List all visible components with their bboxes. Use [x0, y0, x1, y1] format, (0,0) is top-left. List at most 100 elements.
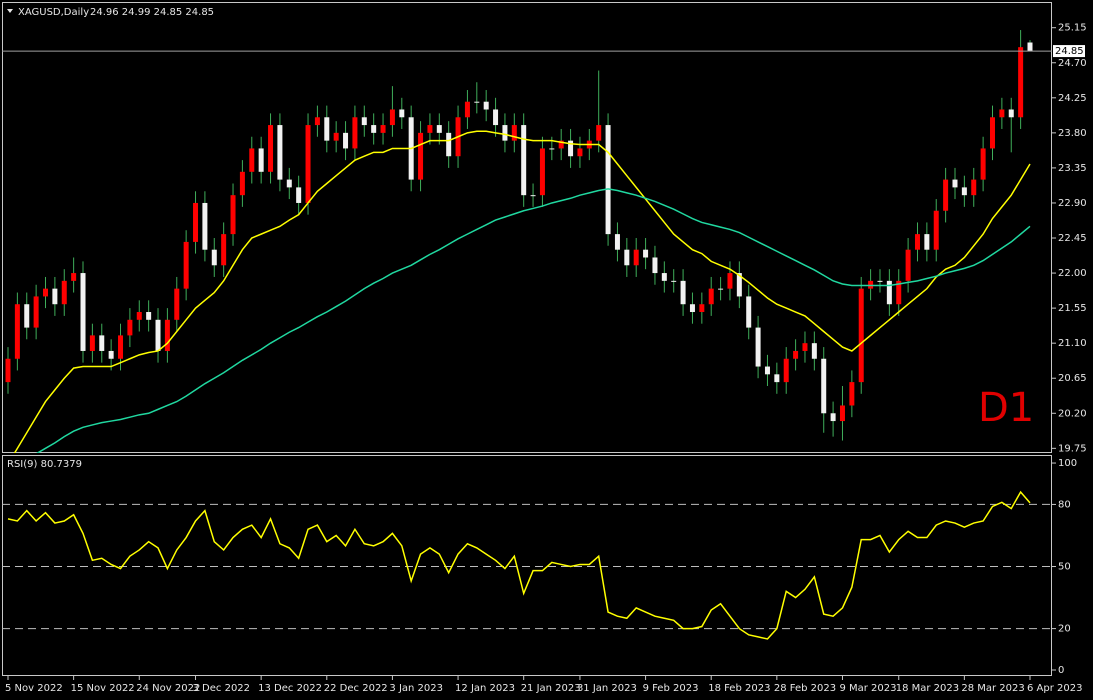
x-tick-label: 15 Nov 2022	[71, 683, 135, 694]
candle-body	[221, 234, 227, 266]
candle-body	[371, 125, 377, 133]
candle-body	[493, 109, 499, 126]
candle-body	[118, 335, 124, 359]
candle-body	[999, 109, 1005, 118]
candle-body	[539, 148, 545, 196]
candle-body	[605, 125, 611, 235]
candle-body	[314, 117, 320, 126]
candle-body	[596, 125, 602, 141]
y-tick-label: 22.00	[1058, 268, 1087, 279]
candle-body	[202, 202, 208, 250]
candle-body	[296, 187, 302, 203]
candle-body	[474, 101, 480, 103]
x-tick-label: 18 Feb 2023	[708, 683, 770, 694]
candle-body	[793, 350, 799, 359]
y-tick-label: 24.25	[1058, 93, 1087, 104]
x-tick-label: 3 Jan 2023	[389, 683, 443, 694]
candle-body	[652, 257, 658, 274]
candle-body	[839, 405, 845, 422]
candle-body	[764, 366, 770, 375]
candle-body	[155, 319, 161, 351]
candle-body	[446, 132, 452, 157]
rsi-line	[7, 490, 1031, 640]
candle-body	[239, 171, 245, 196]
candle-body	[699, 304, 705, 313]
candle-body	[858, 288, 864, 383]
candle-body	[1018, 47, 1024, 118]
candle-body	[249, 148, 255, 172]
y-tick-label: 50	[1058, 562, 1071, 573]
candle-body	[952, 179, 958, 188]
candle-body	[980, 148, 986, 180]
candle-body	[333, 132, 339, 141]
candle-body	[24, 304, 30, 328]
x-tick-label: 28 Feb 2023	[774, 683, 836, 694]
candle-body	[268, 125, 274, 172]
candle-body	[193, 202, 199, 242]
candle-body	[933, 210, 939, 250]
x-tick-label: 18 Mar 2023	[896, 683, 959, 694]
candle-body	[783, 358, 789, 383]
candle-body	[164, 319, 170, 351]
candle-body	[71, 273, 77, 281]
candle-body	[521, 125, 527, 196]
candle-body	[943, 179, 949, 211]
candle-body	[89, 335, 95, 351]
candle-body	[80, 273, 86, 351]
main-panel-frame	[2, 2, 1052, 453]
candle-body	[99, 335, 105, 351]
candle-body	[811, 343, 817, 359]
candle-body	[136, 312, 142, 320]
candle-body	[905, 249, 911, 281]
y-tick-label: 22.90	[1058, 198, 1087, 209]
y-tick-label: 19.75	[1058, 443, 1087, 454]
y-tick-label: 80	[1058, 499, 1071, 510]
candle-body	[577, 148, 583, 157]
candle-body	[868, 280, 874, 289]
last-price-box	[1053, 45, 1085, 58]
candle-body	[427, 125, 433, 133]
candle-body	[558, 140, 564, 149]
moving-average	[13, 130, 1031, 453]
candle-body	[849, 382, 855, 406]
moving-average	[35, 188, 1031, 453]
candle-body	[286, 179, 292, 188]
candle-body	[43, 288, 49, 297]
x-tick-label: 22 Dec 2022	[324, 683, 388, 694]
candle-body	[624, 249, 630, 266]
x-tick-label: 31 Jan 2023	[577, 683, 637, 694]
candle-body	[5, 358, 11, 383]
y-tick-label: 21.55	[1058, 303, 1087, 314]
candle-body	[511, 125, 517, 141]
y-tick-label: 25.15	[1058, 23, 1087, 34]
candle-body	[258, 148, 264, 172]
axes: 25.15 24.70 24.25 23.80 23.35 22.90 22.45 22.00…	[5, 23, 1087, 694]
menu-triangle[interactable]	[7, 9, 13, 13]
x-tick-label: 13 Dec 2022	[258, 683, 322, 694]
candle-body	[708, 288, 714, 305]
x-tick-label: 9 Feb 2023	[643, 683, 699, 694]
candle-body	[774, 374, 780, 383]
candle-body	[277, 125, 283, 180]
candle-body	[483, 101, 489, 110]
candle-body	[718, 288, 724, 290]
candle-body	[643, 249, 649, 258]
x-tick-label: 12 Jan 2023	[455, 683, 515, 694]
y-tick-label: 100	[1058, 458, 1077, 469]
y-tick-label: 24.70	[1058, 58, 1087, 69]
rsi-panel-frame	[2, 455, 1052, 676]
candle-body	[352, 117, 358, 149]
x-tick-label: 9 Mar 2023	[839, 683, 896, 694]
candle-body	[174, 288, 180, 320]
candle-body	[530, 195, 536, 197]
candle-body	[1008, 109, 1014, 118]
candle-body	[568, 140, 574, 157]
candle-body	[727, 273, 733, 289]
candle-body	[230, 195, 236, 235]
candle-body	[896, 280, 902, 305]
y-tick-label: 23.35	[1058, 163, 1087, 174]
candle-body	[146, 312, 152, 320]
candle-body	[877, 280, 883, 282]
candle-body	[418, 132, 424, 180]
timeframe-label: D1	[978, 385, 1034, 431]
